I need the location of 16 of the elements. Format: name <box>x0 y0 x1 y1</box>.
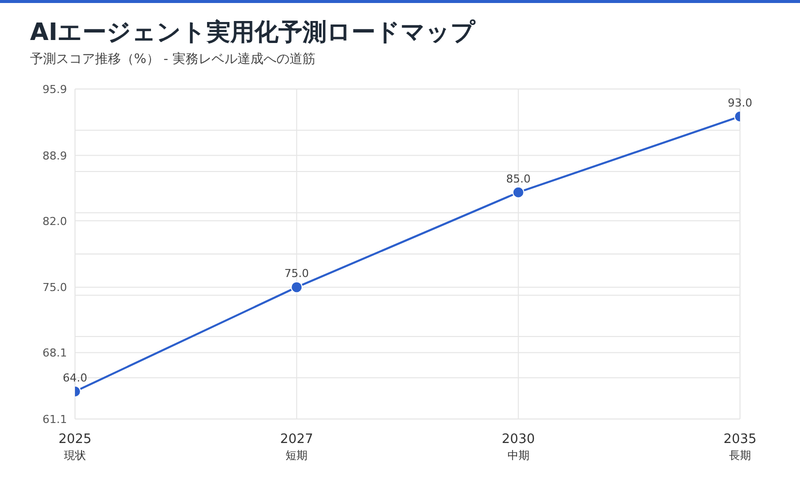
x-tick-label: 2035 長期 <box>723 432 757 462</box>
data-label: 64.0 <box>62 372 88 384</box>
chart-subtitle: 予測スコア推移（%） - 実務レベル達成への道筋 <box>30 51 316 68</box>
data-label: 85.0 <box>506 172 531 186</box>
x-tick-label: 2027 短期 <box>280 432 314 462</box>
y-tick-label: 61.1 <box>42 413 67 426</box>
x-tick-label: 2025 現状 <box>58 432 92 462</box>
y-tick-label: 95.9 <box>42 83 67 96</box>
chart-title: AIエージェント実用化予測ロードマップ <box>30 17 476 48</box>
y-tick-label: 82.0 <box>42 214 67 228</box>
y-tick-label: 68.1 <box>42 346 67 360</box>
x-tick-label: 2030 中期 <box>502 432 535 462</box>
y-tick-label: 75.0 <box>42 281 67 294</box>
data-label: 93.0 <box>728 96 752 110</box>
data-label: 75.0 <box>284 267 309 280</box>
y-tick-label: 88.9 <box>42 149 67 162</box>
